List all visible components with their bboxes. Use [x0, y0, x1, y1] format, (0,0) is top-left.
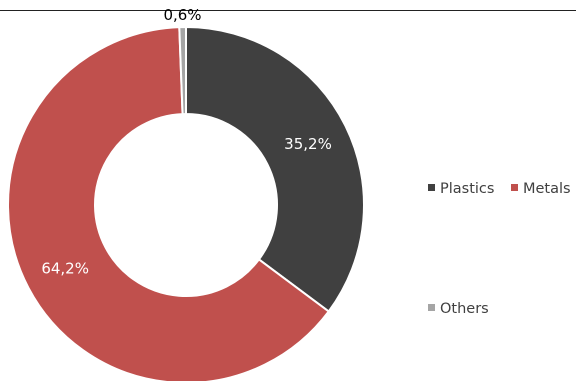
data-label-metals: 64,2%: [41, 259, 89, 277]
top-rule: [0, 10, 576, 11]
legend-label-plastics: Plastics: [440, 181, 494, 197]
legend-swatch-others: [428, 304, 435, 311]
slice-metals: [7, 26, 331, 381]
legend-label-others: Others: [440, 301, 489, 317]
slice-others: [178, 25, 187, 116]
donut-slices: [7, 25, 365, 381]
legend-swatch-metals: [511, 184, 518, 191]
legend-item-plastics: Plastics: [428, 181, 494, 197]
legend-label-metals: Metals: [523, 181, 571, 197]
legend: Plastics Metals Others: [428, 181, 571, 317]
legend-item-others: Others: [428, 301, 489, 317]
legend-item-metals: Metals: [511, 181, 571, 197]
data-label-others: 0,6%: [163, 6, 201, 24]
data-label-plastics: 35,2%: [284, 135, 332, 153]
donut-data-labels: 35,2% 64,2% 0,6%: [41, 6, 331, 277]
slice-plastics: [185, 25, 365, 313]
legend-swatch-plastics: [428, 184, 435, 191]
